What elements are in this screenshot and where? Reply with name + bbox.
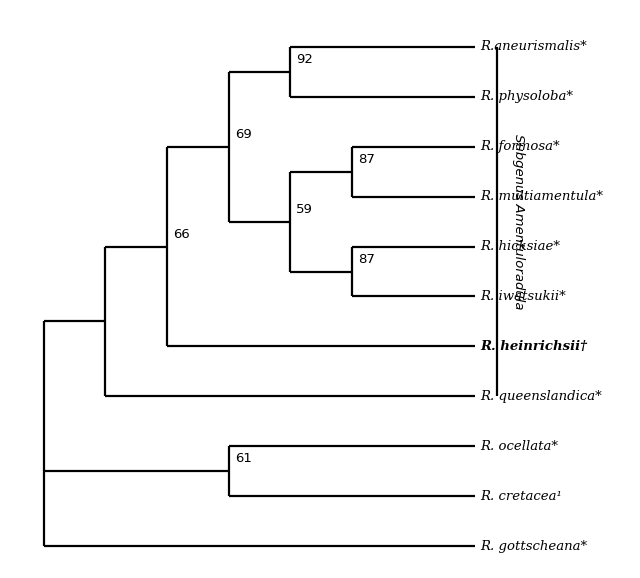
Text: Subgenus Amentuloradula: Subgenus Amentuloradula — [512, 134, 525, 309]
Text: R.aneurismalis*: R.aneurismalis* — [480, 40, 587, 53]
Text: 59: 59 — [296, 203, 313, 216]
Text: 92: 92 — [296, 53, 313, 66]
Text: R. physoloba*: R. physoloba* — [480, 90, 573, 103]
Text: 87: 87 — [358, 253, 375, 265]
Text: 69: 69 — [235, 128, 252, 140]
Text: R. hicksiae*: R. hicksiae* — [480, 240, 560, 253]
Text: 66: 66 — [173, 228, 190, 240]
Text: R. ocellata*: R. ocellata* — [480, 440, 558, 453]
Text: R. heinrichsii†: R. heinrichsii† — [480, 340, 587, 353]
Text: R. multiamentula*: R. multiamentula* — [480, 190, 603, 203]
Text: R. queenslandica*: R. queenslandica* — [480, 390, 602, 403]
Text: R. formosa*: R. formosa* — [480, 140, 559, 153]
Text: 61: 61 — [235, 452, 252, 465]
Text: R. cretacea¹: R. cretacea¹ — [480, 490, 562, 503]
Text: R. iwatsukii*: R. iwatsukii* — [480, 290, 566, 303]
Text: R. gottscheana*: R. gottscheana* — [480, 540, 587, 553]
Text: 87: 87 — [358, 153, 375, 166]
